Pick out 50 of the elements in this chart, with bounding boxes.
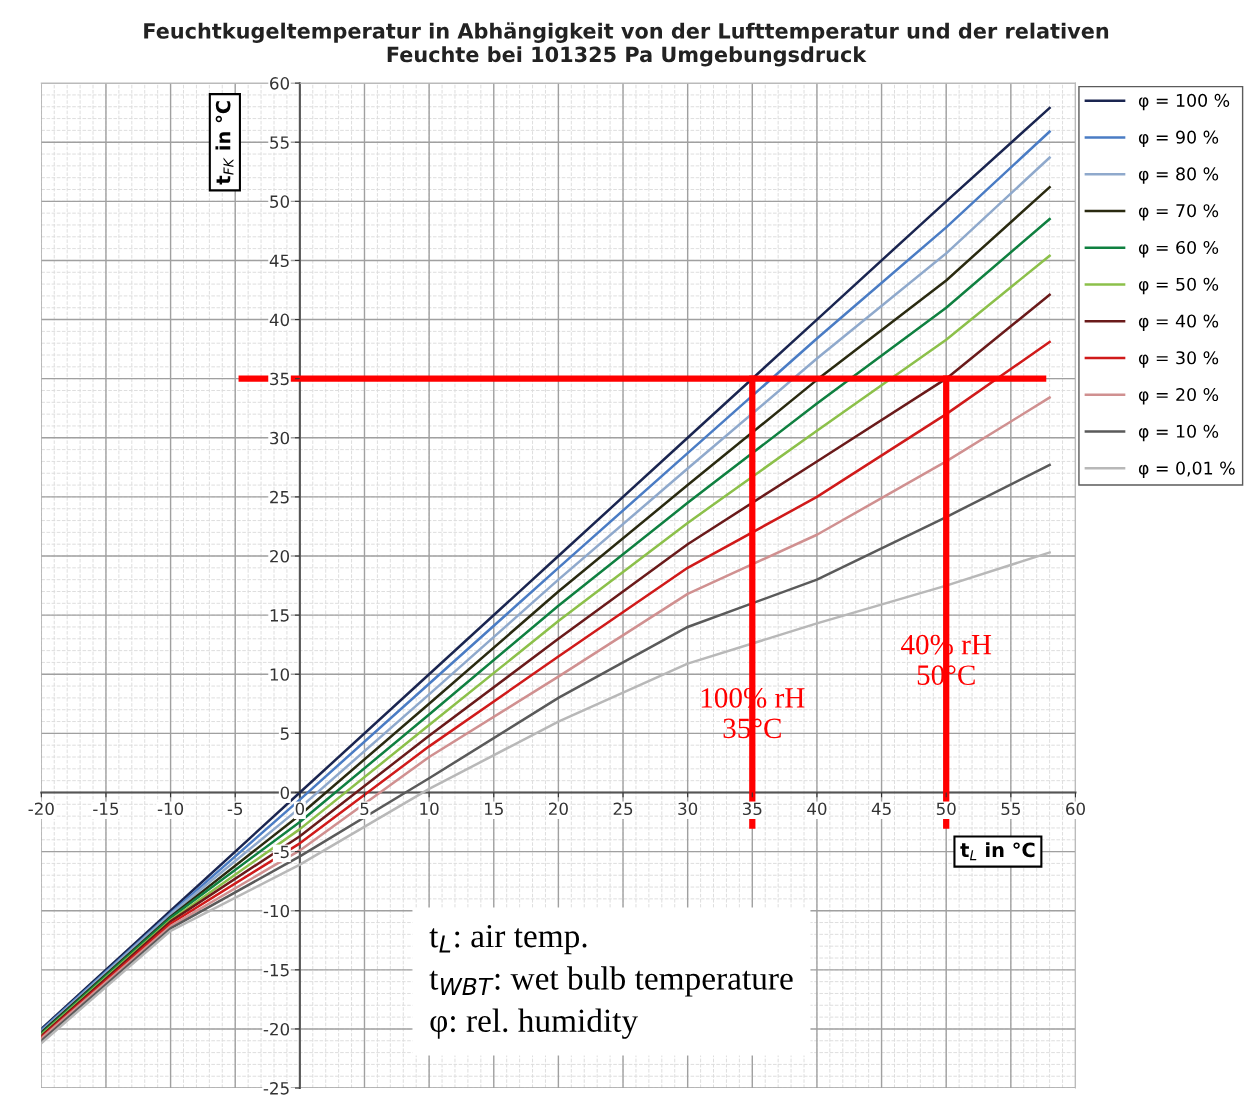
legend-label: φ = 30 % [1138, 351, 1219, 368]
x-tick-label: -5 [227, 802, 243, 816]
x-tick-label: 0 [295, 802, 305, 816]
y-tick-label: 35 [270, 372, 289, 386]
y-tick-label: -5 [274, 845, 289, 859]
x-tick-label: 45 [871, 802, 891, 816]
y-tick-label: 30 [270, 431, 290, 445]
y-tick-label: -15 [263, 964, 289, 977]
y-tick-label: 55 [270, 136, 289, 149]
legend-label: φ = 10 % [1138, 424, 1219, 442]
x-tick-label: 35 [742, 802, 762, 816]
y-tick-label: -10 [263, 904, 290, 918]
x-tick-label: -20 [28, 802, 54, 816]
annotation: t$_{L}$: air temp. t$_{WBT}$: wet bulb temperature φ: rel. humidity [429, 924, 793, 1039]
x-tick-label: 20 [549, 802, 568, 816]
x-tick-label: 10 [420, 802, 439, 816]
y-tick-label: -20 [263, 1022, 290, 1036]
x-tick-label: 5 [360, 802, 369, 816]
y-tick-label: 50 [270, 195, 290, 208]
y-tick-label: 45 [269, 254, 289, 268]
x-tick-label: 15 [484, 802, 503, 816]
y-tick-label: 40 [269, 313, 290, 327]
y-tick-label: 10 [270, 668, 290, 681]
x-tick-label: 30 [678, 802, 698, 816]
legend-label: φ = 90 % [1138, 130, 1219, 148]
y-tick-label: 15 [270, 609, 289, 622]
legend-label: φ = 100 % [1138, 93, 1230, 111]
legend-label: φ = 80 % [1138, 167, 1219, 184]
x-tick-label: 40 [807, 802, 827, 816]
x-tick-label: 25 [613, 802, 633, 816]
legend-label: φ = 50 % [1138, 277, 1219, 295]
y-tick-label: 60 [270, 77, 290, 90]
x-tick-label: 60 [1066, 802, 1085, 816]
x-tick-label: 55 [1001, 802, 1020, 816]
legend-label: φ = 0,01 % [1138, 461, 1235, 478]
legend-label: φ = 60 % [1138, 240, 1219, 258]
y-tick-label: -25 [263, 1082, 289, 1095]
legend-label: φ = 20 % [1138, 387, 1219, 405]
legend-label: φ = 70 % [1138, 204, 1219, 221]
y-tick-label: 0 [280, 786, 290, 800]
x-tick-label: -10 [157, 802, 184, 816]
y-tick-label: 5 [280, 727, 289, 740]
x-axis-title: t$_{L}$ in °C [960, 842, 1035, 861]
y-tick-label: 25 [270, 490, 289, 504]
x-tick-label: 50 [936, 802, 956, 816]
x-tick-label: -15 [93, 802, 119, 816]
legend-label: φ = 40 % [1138, 314, 1219, 331]
y-axis-title: t$_{FK}$ in °C [215, 101, 234, 185]
y-tick-label: 20 [270, 549, 290, 563]
chart-title: Feuchtkugeltemperatur in Abhängigkeit von der Lufttemperatur und der relativen Feuchte bei 101325 Pa Umgebungsdruck [144, 22, 1109, 67]
